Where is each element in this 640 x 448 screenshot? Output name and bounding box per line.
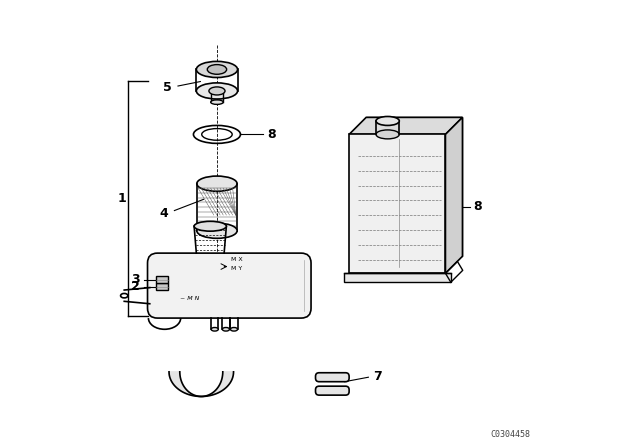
Polygon shape [366,117,463,256]
Text: 5: 5 [163,81,172,95]
Text: M X: M X [231,257,243,262]
FancyBboxPatch shape [316,386,349,395]
Bar [344,273,451,282]
FancyBboxPatch shape [148,253,311,318]
Ellipse shape [209,87,225,95]
Ellipse shape [222,327,230,331]
Ellipse shape [197,223,237,238]
Text: M Y: M Y [232,266,243,271]
Ellipse shape [376,116,399,125]
Ellipse shape [196,61,237,78]
FancyBboxPatch shape [316,373,349,382]
Text: 4: 4 [160,207,168,220]
Ellipse shape [196,83,237,99]
Bar [349,134,445,273]
Ellipse shape [207,65,227,74]
Polygon shape [169,372,234,396]
Bar [157,283,168,290]
Polygon shape [445,117,463,273]
Ellipse shape [194,221,227,231]
Text: 8: 8 [473,200,482,213]
Bar [157,276,168,283]
Polygon shape [349,117,463,134]
Ellipse shape [230,327,237,331]
Text: C0304458: C0304458 [491,430,531,439]
Text: 2: 2 [131,280,140,293]
Text: 3: 3 [131,273,140,286]
Text: 8: 8 [268,128,276,141]
Text: ~ M N: ~ M N [180,296,200,301]
Text: 7: 7 [373,370,381,383]
Ellipse shape [376,130,399,139]
Ellipse shape [211,327,218,331]
Ellipse shape [120,293,128,298]
Ellipse shape [211,100,223,104]
Ellipse shape [197,176,237,191]
Text: 1: 1 [117,191,126,205]
